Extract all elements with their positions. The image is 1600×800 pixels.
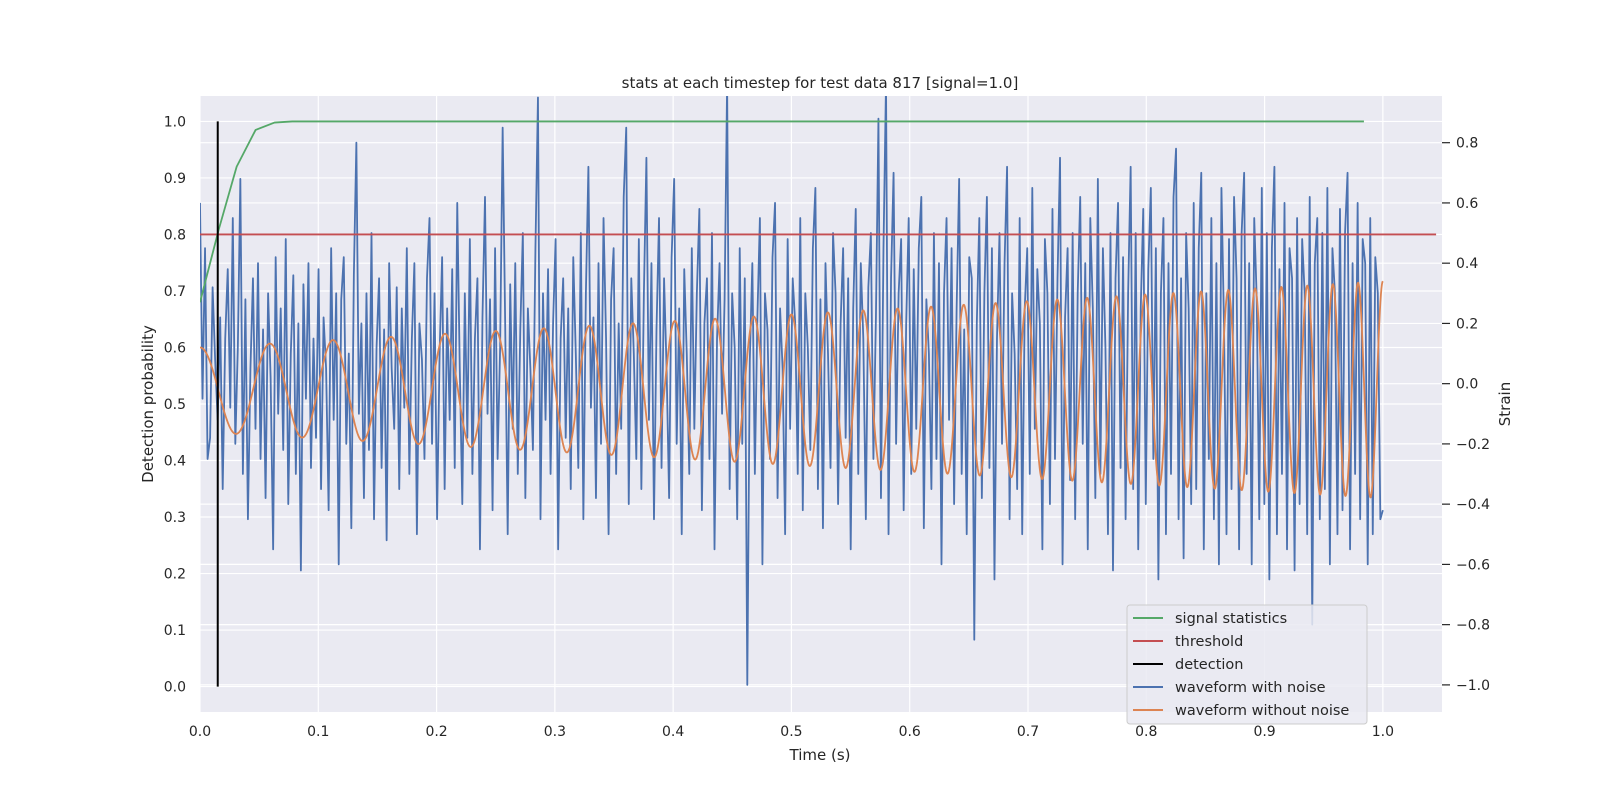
y-right-tick-label-2: −0.6 [1456,557,1490,573]
y-left-tick-label-0: 0.0 [164,680,186,696]
x-tick-label-7: 0.7 [1017,724,1039,740]
x-tick-label-0: 0.0 [189,724,211,740]
y-left-tick-label-4: 0.4 [164,454,186,470]
y-right-tick-label-9: 0.8 [1456,136,1478,152]
x-tick-label-3: 0.3 [544,724,566,740]
series-waveform-with-noise [200,96,1384,686]
y-right-tick-label-5: 0.0 [1456,377,1478,393]
series-waveform-without-noise [200,280,1384,499]
x-tick-label-10: 1.0 [1372,724,1394,740]
legend-label-0: signal statistics [1175,611,1287,627]
legend-label-1: threshold [1175,634,1243,650]
y-left-tick-label-1: 0.1 [164,623,186,639]
y-right-tick-label-6: 0.2 [1456,316,1478,332]
y-right-tick-label-0: −1.0 [1456,678,1490,694]
y-left-axis-ticks: 0.0 0.1 0.2 0.3 0.4 0.5 0.6 0.7 0.8 0.9 1.0 [164,114,186,695]
legend-label-4: waveform without noise [1175,703,1349,719]
y-right-tick-label-7: 0.4 [1456,256,1478,272]
x-tick-label-5: 0.5 [780,724,802,740]
y-right-axis-ticks: −1.0 −0.8 −0.6 −0.4 −0.2 0.0 0.2 0.4 0.6 0.8 [1442,136,1490,694]
y-left-tick-label-6: 0.6 [164,340,186,356]
x-axis-label: Time (s) [789,746,851,764]
x-tick-label-8: 0.8 [1135,724,1157,740]
y-left-tick-label-3: 0.3 [164,510,186,526]
y-right-axis-label: Strain [1496,382,1514,426]
legend-label-3: waveform with noise [1175,680,1326,696]
x-tick-label-1: 0.1 [307,724,329,740]
y-left-axis-label: Detection probability [139,325,157,483]
y-left-tick-label-2: 0.2 [164,567,186,583]
x-tick-label-4: 0.4 [662,724,684,740]
y-left-tick-label-7: 0.7 [164,284,186,300]
y-right-tick-label-8: 0.6 [1456,196,1478,212]
x-tick-label-6: 0.6 [899,724,921,740]
y-right-tick-label-3: −0.4 [1456,497,1490,513]
series-signal-statistics [200,120,1364,303]
y-left-tick-label-5: 0.5 [164,397,186,413]
y-left-tick-label-9: 0.9 [164,171,186,187]
x-tick-label-2: 0.2 [425,724,447,740]
y-right-tick-label-1: −0.8 [1456,618,1490,634]
x-tick-label-9: 0.9 [1253,724,1275,740]
x-axis-ticks: 0.0 0.1 0.2 0.3 0.4 0.5 0.6 0.7 0.8 0.9 1.0 [189,724,1394,740]
series-layer [200,96,1437,687]
legend-label-2: detection [1175,657,1243,673]
chart-title: stats at each timestep for test data 817… [622,74,1019,92]
y-left-tick-label-8: 0.8 [164,227,186,243]
legend-box [1126,604,1368,725]
y-left-tick-label-10: 1.0 [164,114,186,130]
legend: signal statistics threshold detection wavef… [1126,604,1368,725]
y-right-tick-label-4: −0.2 [1456,437,1490,453]
